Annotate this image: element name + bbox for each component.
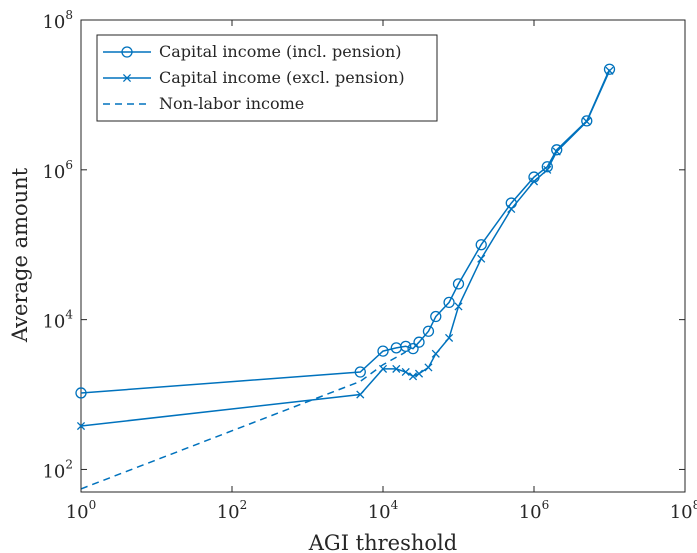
data-point	[543, 165, 552, 174]
data-point	[422, 325, 435, 337]
data-point	[414, 369, 424, 378]
series-line	[80, 70, 611, 427]
ticks-layer: 100 102 104 106 108 102 104 106 108	[42, 8, 697, 523]
data-point	[377, 345, 389, 357]
series-3	[80, 351, 407, 490]
data-point	[356, 390, 365, 399]
data-point	[603, 63, 616, 75]
data-point	[551, 144, 563, 156]
data-point	[507, 204, 516, 214]
data-point	[581, 115, 593, 127]
data-point	[424, 363, 433, 372]
legend-box	[96, 34, 438, 122]
y-tick-label: 104	[42, 308, 73, 333]
data-point	[407, 342, 419, 355]
y-tick-label: 106	[42, 158, 73, 183]
data-point	[76, 421, 86, 431]
y-tick-label: 108	[42, 8, 73, 33]
legend-label: Capital income (excl. pension)	[159, 68, 405, 87]
data-point	[75, 387, 87, 399]
y-axis-label: Average amount	[8, 167, 32, 343]
data-point	[430, 310, 442, 323]
data-point	[552, 147, 561, 156]
data-point	[443, 296, 455, 309]
data-point	[400, 340, 412, 352]
data-point	[541, 161, 553, 173]
data-point	[445, 333, 454, 342]
x-tick-label: 100	[66, 498, 97, 523]
data-point	[392, 364, 401, 373]
data-point	[354, 366, 366, 378]
data-point	[413, 336, 425, 348]
legend-label: Capital income (incl. pension)	[159, 42, 402, 61]
data-point	[431, 349, 440, 358]
data-point	[401, 367, 410, 377]
series-layer	[75, 63, 616, 490]
data-point	[605, 66, 614, 75]
data-point	[408, 372, 418, 381]
series-line	[80, 68, 611, 394]
series-1	[75, 63, 616, 399]
x-tick-label: 106	[519, 498, 550, 523]
data-point	[454, 302, 463, 311]
x-tick-label: 102	[217, 498, 248, 523]
data-point	[477, 254, 486, 263]
y-tick-label: 102	[42, 457, 73, 482]
legend-label: Non-labor income	[159, 94, 304, 113]
series-line	[80, 351, 407, 490]
legend: Capital income (incl. pension) Capital in…	[96, 34, 438, 122]
legend-marker	[122, 73, 132, 83]
data-point	[529, 177, 539, 186]
data-point	[582, 117, 591, 126]
series-2	[76, 66, 614, 431]
x-tick-label: 104	[368, 498, 399, 523]
x-axis-label: AGI threshold	[308, 531, 457, 553]
x-tick-label: 108	[670, 498, 697, 523]
legend-marker	[121, 46, 133, 58]
data-point	[452, 278, 465, 290]
data-point	[475, 239, 487, 251]
